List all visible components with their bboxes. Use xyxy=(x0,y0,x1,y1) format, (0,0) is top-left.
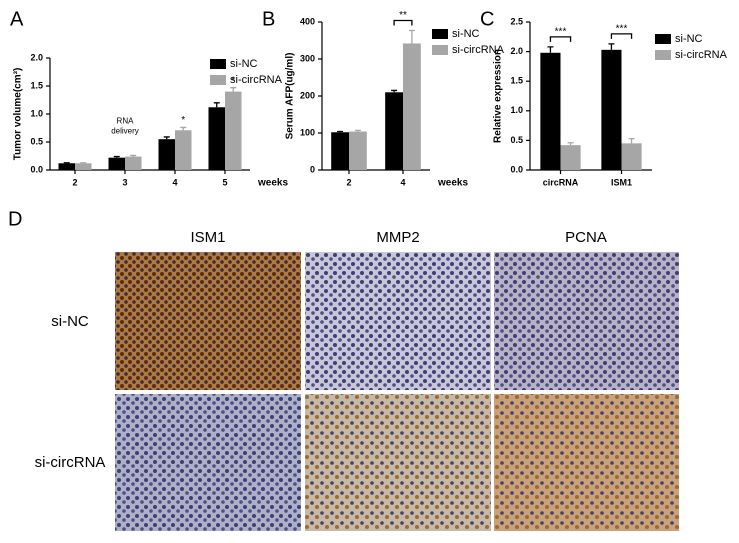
y-axis-label: Relative expression xyxy=(493,49,504,143)
y-tick-label: 400 xyxy=(300,16,315,26)
legend-swatch xyxy=(432,45,448,55)
annotation: * xyxy=(231,75,235,86)
error-bar xyxy=(230,87,237,92)
x-tick-label: 2 xyxy=(72,177,77,187)
bar xyxy=(225,91,242,170)
bar xyxy=(125,156,142,170)
bar xyxy=(540,52,561,171)
error-bar xyxy=(130,154,137,157)
y-tick-label: 0.0 xyxy=(30,164,43,174)
x-tick-label: 4 xyxy=(400,177,405,187)
bar xyxy=(621,143,642,170)
bar xyxy=(385,92,403,170)
bar xyxy=(331,132,349,170)
error-bar xyxy=(391,89,398,93)
y-axis-label: Tumor volume(cm³) xyxy=(13,68,24,161)
error-bar xyxy=(354,129,361,132)
legend-label: si-NC xyxy=(230,58,258,70)
y-tick-label: 300 xyxy=(300,53,315,63)
error-bar xyxy=(80,162,87,164)
x-tick-label: 3 xyxy=(122,177,127,187)
bar xyxy=(601,49,622,170)
error-bar xyxy=(180,126,187,131)
panel-letter: C xyxy=(480,8,494,30)
legend-label: si-NC xyxy=(675,33,703,45)
panel-letter: D xyxy=(8,208,22,230)
bar xyxy=(58,163,75,170)
row-label: si-NC xyxy=(51,313,89,330)
legend-swatch xyxy=(210,59,226,69)
bar xyxy=(75,163,92,170)
error-bar xyxy=(408,29,415,44)
bar xyxy=(560,145,581,170)
y-tick-label: 0.5 xyxy=(30,136,43,146)
column-label: MMP2 xyxy=(376,229,419,246)
bar xyxy=(158,139,175,170)
x-tick-label: circRNA xyxy=(543,177,579,187)
error-bar xyxy=(567,142,574,146)
panel-letter: B xyxy=(262,8,275,30)
y-tick-label: 2.0 xyxy=(510,46,523,56)
legend-label: si-circRNA xyxy=(230,74,283,86)
annotation: ** xyxy=(399,10,407,21)
bar xyxy=(175,130,192,170)
annotation: *** xyxy=(555,27,567,38)
legend-swatch xyxy=(210,75,226,85)
y-tick-label: 100 xyxy=(300,127,315,137)
y-tick-label: 1.0 xyxy=(30,108,43,118)
annotation: *** xyxy=(616,24,628,35)
significance-bracket xyxy=(393,19,413,26)
significance-bracket xyxy=(610,33,633,39)
y-tick-label: 2.5 xyxy=(510,16,523,26)
y-axis-label: Serum AFP(ug/ml) xyxy=(285,53,296,140)
x-tick-label: ISM1 xyxy=(611,177,632,187)
legend-swatch xyxy=(655,50,671,60)
error-bar xyxy=(547,46,554,53)
bar xyxy=(403,43,421,170)
error-bar xyxy=(113,155,120,158)
legend-label: si-circRNA xyxy=(452,44,505,56)
significance-bracket xyxy=(549,36,572,42)
bar xyxy=(208,107,225,170)
ihc-images xyxy=(115,252,679,531)
legend-label: si-circRNA xyxy=(675,49,728,61)
annotation: RNA xyxy=(117,117,135,126)
y-tick-label: 0 xyxy=(310,164,315,174)
x-axis-label: weeks xyxy=(257,178,288,189)
row-label: si-circRNA xyxy=(35,454,106,471)
legend-swatch xyxy=(432,29,448,39)
y-tick-label: 0.5 xyxy=(510,135,523,145)
x-tick-label: 2 xyxy=(346,177,351,187)
error-bar xyxy=(337,130,344,133)
x-tick-label: 5 xyxy=(222,177,227,187)
bar xyxy=(108,157,125,170)
error-bar xyxy=(163,136,170,140)
bar xyxy=(349,131,367,170)
y-tick-label: 200 xyxy=(300,90,315,100)
y-tick-label: 1.5 xyxy=(30,80,43,90)
annotation: * xyxy=(181,115,185,126)
y-tick-label: 1.0 xyxy=(510,105,523,115)
legend-swatch xyxy=(655,34,671,44)
x-tick-label: 4 xyxy=(172,177,177,187)
panel-letter: A xyxy=(10,8,24,30)
y-tick-label: 1.5 xyxy=(510,76,523,86)
y-tick-label: 0.0 xyxy=(510,164,523,174)
x-axis-label: weeks xyxy=(437,178,468,189)
annotation: delivery xyxy=(111,127,139,136)
y-tick-label: 2.0 xyxy=(30,52,43,62)
error-bar xyxy=(628,137,635,144)
column-label: ISM1 xyxy=(190,229,225,246)
error-bar xyxy=(213,102,220,108)
error-bar xyxy=(63,162,70,164)
error-bar xyxy=(608,43,615,50)
legend-label: si-NC xyxy=(452,28,480,40)
column-label: PCNA xyxy=(565,229,607,246)
